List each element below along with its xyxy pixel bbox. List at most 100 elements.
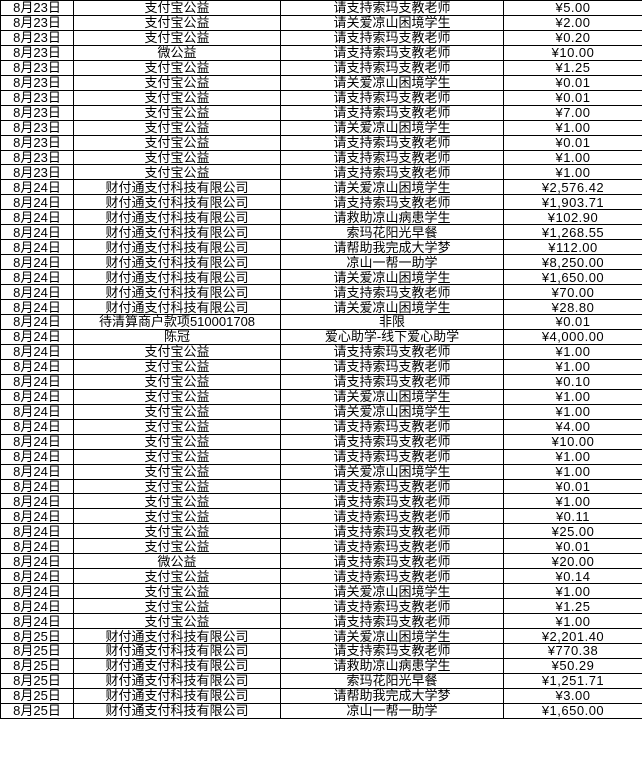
amount-cell[interactable]: ¥1.00: [503, 119, 642, 136]
project-cell[interactable]: 请支持索玛支教老师: [280, 284, 504, 301]
amount-cell[interactable]: ¥0.01: [503, 478, 642, 495]
amount-cell[interactable]: ¥0.01: [503, 134, 642, 151]
amount-cell[interactable]: ¥1.00: [503, 403, 642, 420]
date-cell[interactable]: 8月24日: [0, 194, 74, 211]
payer-cell[interactable]: 微公益: [73, 44, 281, 61]
project-cell[interactable]: 请关爱凉山困境学生: [280, 119, 504, 136]
date-cell[interactable]: 8月24日: [0, 269, 74, 286]
project-cell[interactable]: 请关爱凉山困境学生: [280, 299, 504, 316]
payer-cell[interactable]: 微公益: [73, 553, 281, 570]
date-cell[interactable]: 8月25日: [0, 628, 74, 644]
payer-cell[interactable]: 支付宝公益: [73, 358, 281, 375]
payer-cell[interactable]: 支付宝公益: [73, 164, 281, 181]
payer-cell[interactable]: 支付宝公益: [73, 463, 281, 480]
project-cell[interactable]: 请支持索玛支教老师: [280, 493, 504, 510]
amount-cell[interactable]: ¥2.00: [503, 14, 642, 31]
table-row[interactable]: 8月24日 支付宝公益 请关爱凉山困境学生 ¥1.00: [0, 388, 642, 405]
table-row[interactable]: 8月23日 支付宝公益 请支持索玛支教老师 ¥7.00: [0, 104, 642, 121]
amount-cell[interactable]: ¥1.00: [503, 493, 642, 510]
project-cell[interactable]: 索玛花阳光早餐: [280, 224, 504, 241]
project-cell[interactable]: 请支持索玛支教老师: [280, 104, 504, 121]
amount-cell[interactable]: ¥4.00: [503, 418, 642, 435]
amount-cell[interactable]: ¥1,903.71: [503, 194, 642, 211]
amount-cell[interactable]: ¥2,201.40: [503, 628, 642, 644]
project-cell[interactable]: 请救助凉山病患学生: [280, 209, 504, 226]
table-row[interactable]: 8月24日 支付宝公益 请支持索玛支教老师 ¥4.00: [0, 418, 642, 435]
amount-cell[interactable]: ¥0.14: [503, 568, 642, 585]
project-cell[interactable]: 请支持索玛支教老师: [280, 418, 504, 435]
payer-cell[interactable]: 支付宝公益: [73, 523, 281, 540]
project-cell[interactable]: 请关爱凉山困境学生: [280, 74, 504, 91]
table-row[interactable]: 8月24日 支付宝公益 请支持索玛支教老师 ¥0.10: [0, 373, 642, 390]
date-cell[interactable]: 8月24日: [0, 613, 74, 630]
date-cell[interactable]: 8月25日: [0, 702, 74, 719]
payer-cell[interactable]: 财付通支付科技有限公司: [73, 269, 281, 286]
date-cell[interactable]: 8月24日: [0, 418, 74, 435]
table-row[interactable]: 8月24日 财付通支付科技有限公司 索玛花阳光早餐 ¥1,268.55: [0, 224, 642, 241]
payer-cell[interactable]: 支付宝公益: [73, 74, 281, 91]
table-row[interactable]: 8月24日 支付宝公益 请支持索玛支教老师 ¥25.00: [0, 523, 642, 540]
payer-cell[interactable]: 支付宝公益: [73, 149, 281, 166]
payer-cell[interactable]: 支付宝公益: [73, 598, 281, 615]
table-row[interactable]: 8月24日 财付通支付科技有限公司 请帮助我完成大学梦 ¥112.00: [0, 239, 642, 256]
amount-cell[interactable]: ¥1,650.00: [503, 702, 642, 719]
project-cell[interactable]: 请支持索玛支教老师: [280, 89, 504, 106]
payer-cell[interactable]: 财付通支付科技有限公司: [73, 628, 281, 644]
amount-cell[interactable]: ¥0.01: [503, 74, 642, 91]
payer-cell[interactable]: 财付通支付科技有限公司: [73, 194, 281, 211]
table-row[interactable]: 8月23日 支付宝公益 请支持索玛支教老师 ¥5.00: [0, 0, 642, 16]
table-row[interactable]: 8月23日 支付宝公益 请关爱凉山困境学生 ¥1.00: [0, 119, 642, 136]
table-row[interactable]: 8月24日 财付通支付科技有限公司 请关爱凉山困境学生 ¥1,650.00: [0, 269, 642, 286]
project-cell[interactable]: 请关爱凉山困境学生: [280, 583, 504, 600]
payer-cell[interactable]: 支付宝公益: [73, 104, 281, 121]
table-row[interactable]: 8月24日 财付通支付科技有限公司 请关爱凉山困境学生 ¥2,576.42: [0, 179, 642, 196]
date-cell[interactable]: 8月24日: [0, 284, 74, 301]
payer-cell[interactable]: 支付宝公益: [73, 59, 281, 76]
project-cell[interactable]: 请关爱凉山困境学生: [280, 463, 504, 480]
payer-cell[interactable]: 支付宝公益: [73, 29, 281, 46]
amount-cell[interactable]: ¥1.00: [503, 358, 642, 375]
table-row[interactable]: 8月24日 支付宝公益 请支持索玛支教老师 ¥1.00: [0, 343, 642, 360]
date-cell[interactable]: 8月23日: [0, 14, 74, 31]
date-cell[interactable]: 8月24日: [0, 448, 74, 465]
payer-cell[interactable]: 支付宝公益: [73, 478, 281, 495]
payer-cell[interactable]: 陈冠: [73, 328, 281, 345]
date-cell[interactable]: 8月24日: [0, 433, 74, 450]
table-row[interactable]: 8月25日 财付通支付科技有限公司 请帮助我完成大学梦 ¥3.00: [0, 687, 642, 704]
payer-cell[interactable]: 支付宝公益: [73, 388, 281, 405]
date-cell[interactable]: 8月24日: [0, 463, 74, 480]
table-row[interactable]: 8月23日 支付宝公益 请支持索玛支教老师 ¥1.00: [0, 149, 642, 166]
project-cell[interactable]: 请支持索玛支教老师: [280, 613, 504, 630]
amount-cell[interactable]: ¥1.25: [503, 59, 642, 76]
amount-cell[interactable]: ¥20.00: [503, 553, 642, 570]
project-cell[interactable]: 请关爱凉山困境学生: [280, 14, 504, 31]
amount-cell[interactable]: ¥8,250.00: [503, 254, 642, 271]
table-row[interactable]: 8月25日 财付通支付科技有限公司 凉山一帮一助学 ¥1,650.00: [0, 702, 642, 719]
project-cell[interactable]: 请帮助我完成大学梦: [280, 687, 504, 704]
table-row[interactable]: 8月23日 支付宝公益 请支持索玛支教老师 ¥0.20: [0, 29, 642, 46]
payer-cell[interactable]: 支付宝公益: [73, 403, 281, 420]
amount-cell[interactable]: ¥7.00: [503, 104, 642, 121]
date-cell[interactable]: 8月25日: [0, 657, 74, 674]
project-cell[interactable]: 请支持索玛支教老师: [280, 0, 504, 16]
date-cell[interactable]: 8月24日: [0, 328, 74, 345]
table-row[interactable]: 8月24日 支付宝公益 请支持索玛支教老师 ¥1.00: [0, 358, 642, 375]
project-cell[interactable]: 请关爱凉山困境学生: [280, 179, 504, 196]
table-row[interactable]: 8月24日 支付宝公益 请支持索玛支教老师 ¥1.25: [0, 598, 642, 615]
amount-cell[interactable]: ¥1.25: [503, 598, 642, 615]
project-cell[interactable]: 请支持索玛支教老师: [280, 598, 504, 615]
project-cell[interactable]: 请支持索玛支教老师: [280, 44, 504, 61]
amount-cell[interactable]: ¥1.00: [503, 613, 642, 630]
amount-cell[interactable]: ¥1.00: [503, 388, 642, 405]
date-cell[interactable]: 8月24日: [0, 224, 74, 241]
amount-cell[interactable]: ¥1.00: [503, 164, 642, 181]
date-cell[interactable]: 8月24日: [0, 493, 74, 510]
amount-cell[interactable]: ¥0.01: [503, 538, 642, 555]
date-cell[interactable]: 8月24日: [0, 403, 74, 420]
amount-cell[interactable]: ¥112.00: [503, 239, 642, 256]
amount-cell[interactable]: ¥0.01: [503, 314, 642, 330]
date-cell[interactable]: 8月24日: [0, 478, 74, 495]
date-cell[interactable]: 8月23日: [0, 74, 74, 91]
payer-cell[interactable]: 财付通支付科技有限公司: [73, 254, 281, 271]
amount-cell[interactable]: ¥1,650.00: [503, 269, 642, 286]
